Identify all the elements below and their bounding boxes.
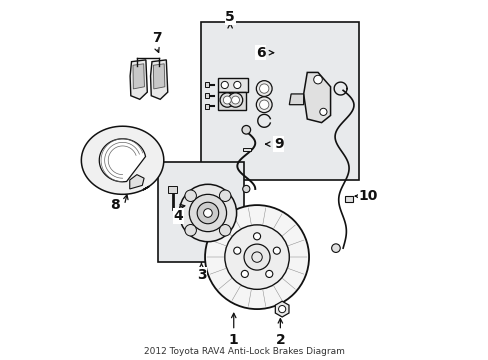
Circle shape — [179, 184, 236, 242]
Bar — [344, 197, 352, 202]
Circle shape — [242, 185, 249, 193]
Bar — [168, 186, 177, 193]
Polygon shape — [275, 301, 288, 317]
Circle shape — [331, 244, 340, 252]
Text: 7: 7 — [151, 31, 161, 45]
Text: 3: 3 — [196, 268, 206, 282]
Circle shape — [241, 270, 248, 278]
Text: 2012 Toyota RAV4 Anti-Lock Brakes Diagram: 2012 Toyota RAV4 Anti-Lock Brakes Diagra… — [144, 347, 344, 356]
Circle shape — [219, 190, 230, 202]
Polygon shape — [289, 94, 303, 105]
Circle shape — [197, 202, 218, 224]
Polygon shape — [217, 92, 246, 110]
Text: 5: 5 — [225, 10, 235, 24]
Circle shape — [233, 247, 240, 254]
Bar — [204, 82, 208, 87]
Circle shape — [184, 190, 196, 202]
Circle shape — [259, 100, 268, 109]
Circle shape — [313, 75, 322, 84]
Polygon shape — [153, 64, 164, 89]
Bar — [201, 22, 359, 180]
Bar — [204, 104, 208, 109]
Bar — [204, 93, 208, 98]
Circle shape — [224, 225, 289, 289]
Text: 4: 4 — [173, 209, 183, 223]
Circle shape — [221, 81, 228, 89]
Circle shape — [228, 93, 242, 107]
Polygon shape — [81, 126, 163, 194]
Polygon shape — [217, 78, 247, 92]
Text: 6: 6 — [255, 46, 265, 60]
Circle shape — [256, 81, 271, 96]
Circle shape — [184, 225, 196, 236]
Circle shape — [189, 194, 226, 231]
Text: 1: 1 — [228, 333, 238, 347]
Polygon shape — [150, 60, 167, 99]
Text: 9: 9 — [273, 137, 283, 151]
Circle shape — [278, 306, 285, 313]
Polygon shape — [303, 72, 330, 123]
Polygon shape — [130, 60, 147, 99]
Bar — [242, 148, 250, 151]
Circle shape — [319, 108, 326, 116]
Circle shape — [273, 247, 280, 254]
Circle shape — [233, 81, 241, 89]
Circle shape — [242, 126, 250, 134]
Polygon shape — [129, 175, 144, 189]
Circle shape — [219, 225, 230, 236]
Circle shape — [220, 93, 234, 107]
Text: 8: 8 — [110, 198, 120, 212]
Circle shape — [204, 205, 308, 309]
Circle shape — [253, 233, 260, 240]
Bar — [158, 162, 244, 262]
Polygon shape — [99, 139, 145, 182]
Circle shape — [203, 209, 212, 217]
Circle shape — [223, 96, 231, 104]
Circle shape — [231, 96, 239, 104]
Text: 2: 2 — [275, 333, 285, 347]
Text: 10: 10 — [358, 189, 377, 203]
Circle shape — [244, 244, 269, 270]
Polygon shape — [133, 64, 144, 89]
Circle shape — [256, 97, 271, 113]
Circle shape — [265, 270, 272, 278]
Circle shape — [259, 84, 268, 93]
